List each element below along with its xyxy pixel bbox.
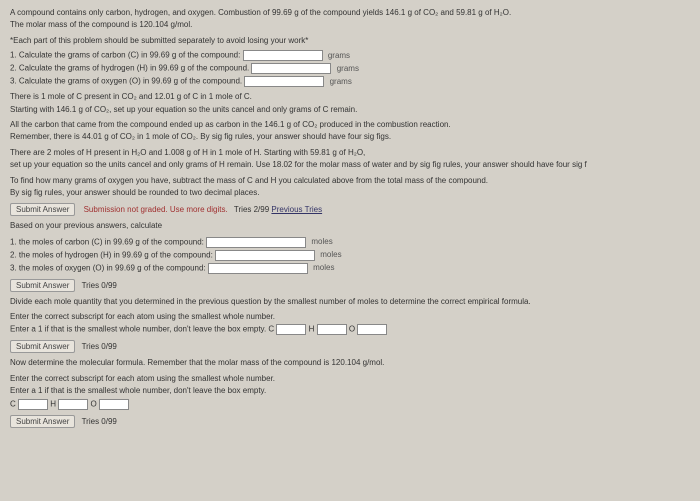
unit-moles-2: moles <box>320 250 341 259</box>
submission-feedback: Submission not graded. Use more digits. <box>84 205 228 214</box>
submit-button-2[interactable]: Submit Answer <box>10 279 75 292</box>
unit-grams-3: grams <box>330 77 352 86</box>
tries-count-2: Tries 0/99 <box>82 281 117 290</box>
hydrogen-grams-input[interactable] <box>251 63 331 74</box>
label-o-1: O <box>349 325 355 334</box>
question-3: 3. Calculate the grams of oxygen (O) in … <box>10 77 242 86</box>
moles-question-3: 3. the moles of oxygen (O) in 99.69 g of… <box>10 263 206 272</box>
hint-1: There is 1 mole of C present in CO₂ and … <box>10 92 690 102</box>
label-h-1: H <box>309 325 315 334</box>
tries-count-3: Tries 0/99 <box>82 342 117 351</box>
divide-instruction: Divide each mole quantity that you deter… <box>10 297 690 307</box>
submit-warning: *Each part of this problem should be sub… <box>10 36 690 46</box>
empirical-c-input[interactable] <box>276 324 306 335</box>
hint-3: All the carbon that came from the compou… <box>10 120 690 130</box>
empirical-instr-1: Enter the correct subscript for each ato… <box>10 312 690 322</box>
hydrogen-moles-input[interactable] <box>215 250 315 261</box>
carbon-grams-input[interactable] <box>243 50 323 61</box>
molecular-instr-2: Enter a 1 if that is the smallest whole … <box>10 386 690 396</box>
question-1: 1. Calculate the grams of carbon (C) in … <box>10 51 240 60</box>
hint-6: set up your equation so the units cancel… <box>10 160 690 170</box>
hint-7: To find how many grams of oxygen you hav… <box>10 176 690 186</box>
hint-2: Starting with 146.1 g of CO₂, set up you… <box>10 105 690 115</box>
molecular-h-input[interactable] <box>58 399 88 410</box>
submit-button-4[interactable]: Submit Answer <box>10 415 75 428</box>
unit-moles-1: moles <box>311 237 332 246</box>
oxygen-grams-input[interactable] <box>244 76 324 87</box>
molecular-o-input[interactable] <box>99 399 129 410</box>
hint-8: By sig fig rules, your answer should be … <box>10 188 690 198</box>
hint-4: Remember, there is 44.01 g of CO₂ in 1 m… <box>10 132 690 142</box>
molecular-instr-1: Enter the correct subscript for each ato… <box>10 374 690 384</box>
question-2: 2. Calculate the grams of hydrogen (H) i… <box>10 64 249 73</box>
problem-intro-2: The molar mass of the compound is 120.10… <box>10 20 690 30</box>
tries-count-1: Tries 2/99 <box>234 205 269 214</box>
unit-grams-1: grams <box>328 51 350 60</box>
hint-5: There are 2 moles of H present in H₂O an… <box>10 148 690 158</box>
label-c-2: C <box>10 399 16 408</box>
empirical-instr-2: Enter a 1 if that is the smallest whole … <box>10 325 274 334</box>
unit-grams-2: grams <box>337 64 359 73</box>
unit-moles-3: moles <box>313 263 334 272</box>
label-h-2: H <box>50 399 56 408</box>
based-on-text: Based on your previous answers, calculat… <box>10 221 690 231</box>
label-o-2: O <box>91 399 97 408</box>
molecular-c-input[interactable] <box>18 399 48 410</box>
submit-button-3[interactable]: Submit Answer <box>10 340 75 353</box>
molecular-instruction: Now determine the molecular formula. Rem… <box>10 358 690 368</box>
previous-tries-link[interactable]: Previous Tries <box>271 205 322 214</box>
empirical-h-input[interactable] <box>317 324 347 335</box>
moles-question-2: 2. the moles of hydrogen (H) in 99.69 g … <box>10 250 213 259</box>
moles-question-1: 1. the moles of carbon (C) in 99.69 g of… <box>10 237 204 246</box>
submit-button-1[interactable]: Submit Answer <box>10 203 75 216</box>
tries-count-4: Tries 0/99 <box>82 417 117 426</box>
empirical-o-input[interactable] <box>357 324 387 335</box>
oxygen-moles-input[interactable] <box>208 263 308 274</box>
problem-intro-1: A compound contains only carbon, hydroge… <box>10 8 690 18</box>
carbon-moles-input[interactable] <box>206 237 306 248</box>
